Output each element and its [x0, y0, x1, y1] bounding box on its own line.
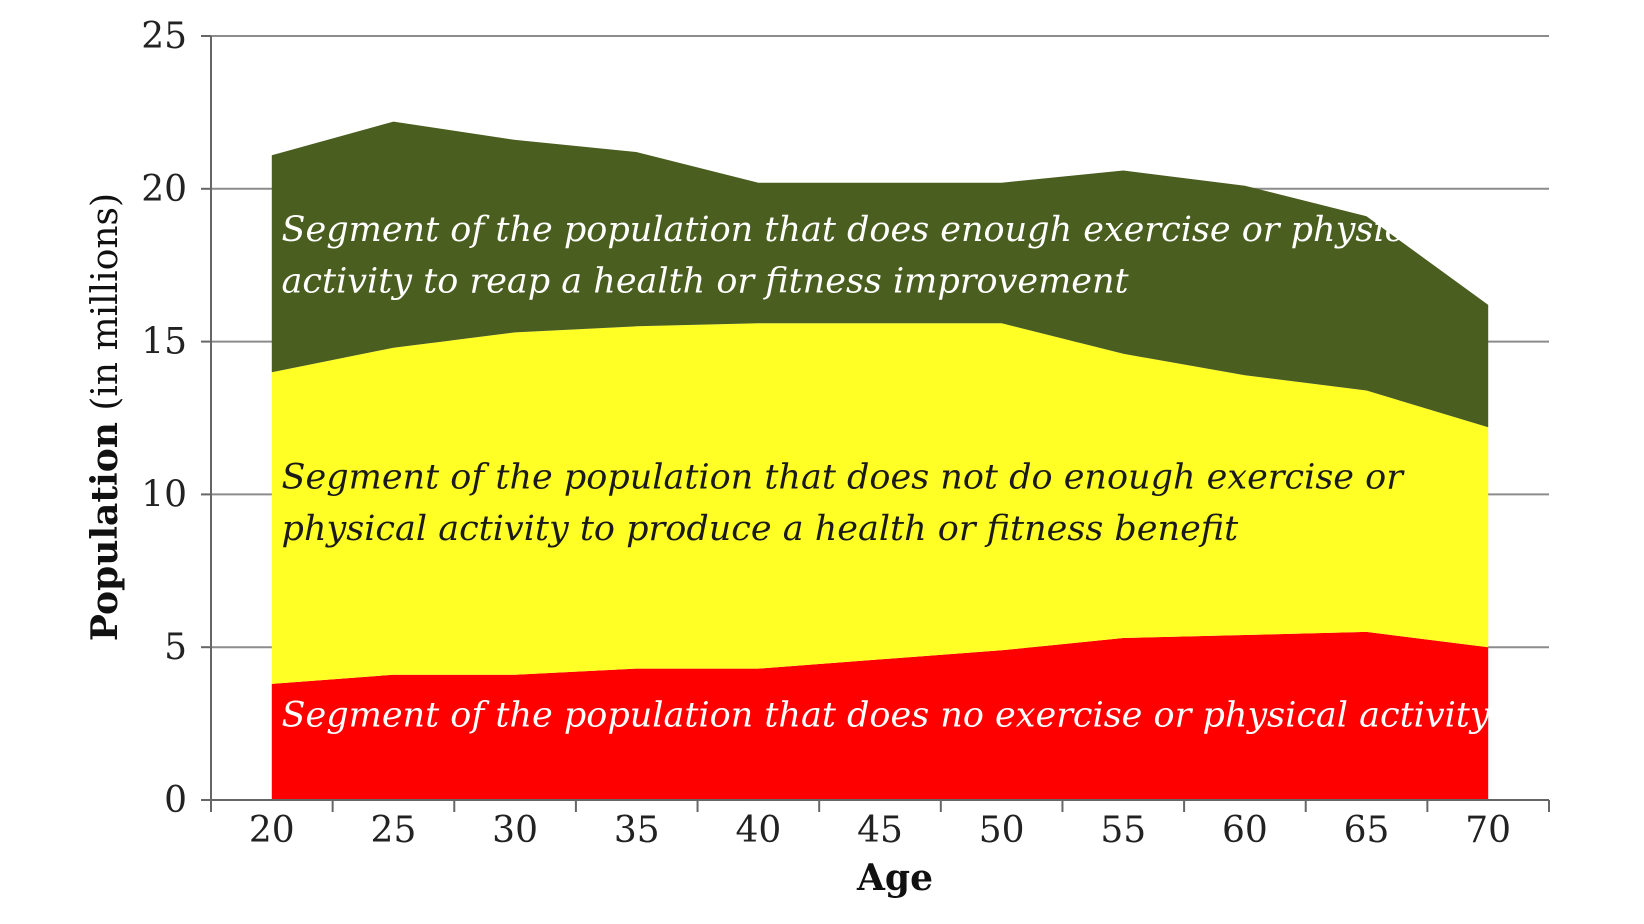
x-tick-label: 45	[857, 810, 903, 851]
tick-labels: 0 5 10 15 20 25 20 25 30 35 40 45 50 55 60 65 70	[141, 16, 1511, 851]
x-tick-label: 25	[371, 810, 417, 851]
segment-label-enough: activity to reap a health or fitness imp…	[282, 262, 1130, 302]
segment-labels: Segment of the population that does no e…	[282, 210, 1491, 736]
x-tick-label: 40	[735, 810, 781, 851]
segment-label-insufficient: Segment of the population that does not …	[282, 457, 1406, 497]
x-axis-title: Age	[856, 857, 933, 899]
y-axis-title-bold: Population	[84, 422, 126, 641]
x-tick-label: 35	[614, 810, 660, 851]
y-tick-label: 0	[164, 780, 187, 821]
area-insufficient	[271, 323, 1489, 684]
area-series	[271, 121, 1489, 800]
segment-label-insufficient: physical activity to produce a health or…	[282, 509, 1240, 549]
segment-label-enough: Segment of the population that does enou…	[282, 210, 1437, 250]
x-tick-label: 60	[1222, 810, 1268, 851]
y-tick-label: 25	[141, 16, 187, 57]
x-tick-label: 65	[1344, 810, 1390, 851]
x-tick-label: 50	[979, 810, 1025, 851]
y-tick-label: 5	[164, 627, 187, 668]
area-enough	[271, 121, 1489, 428]
area-none	[271, 631, 1489, 800]
x-tick-label: 70	[1465, 810, 1511, 851]
y-axis-title: Population (in millions)	[84, 193, 126, 641]
segment-label-none: Segment of the population that does no e…	[282, 696, 1491, 736]
axes	[201, 35, 1550, 812]
x-tick-label: 30	[492, 810, 538, 851]
y-axis-title-unit: (in millions)	[85, 193, 126, 422]
y-tick-label: 20	[141, 169, 187, 210]
y-tick-label: 15	[141, 322, 187, 363]
x-tick-label: 55	[1100, 810, 1146, 851]
x-tick-label: 20	[249, 810, 295, 851]
y-tick-label: 10	[141, 474, 187, 515]
